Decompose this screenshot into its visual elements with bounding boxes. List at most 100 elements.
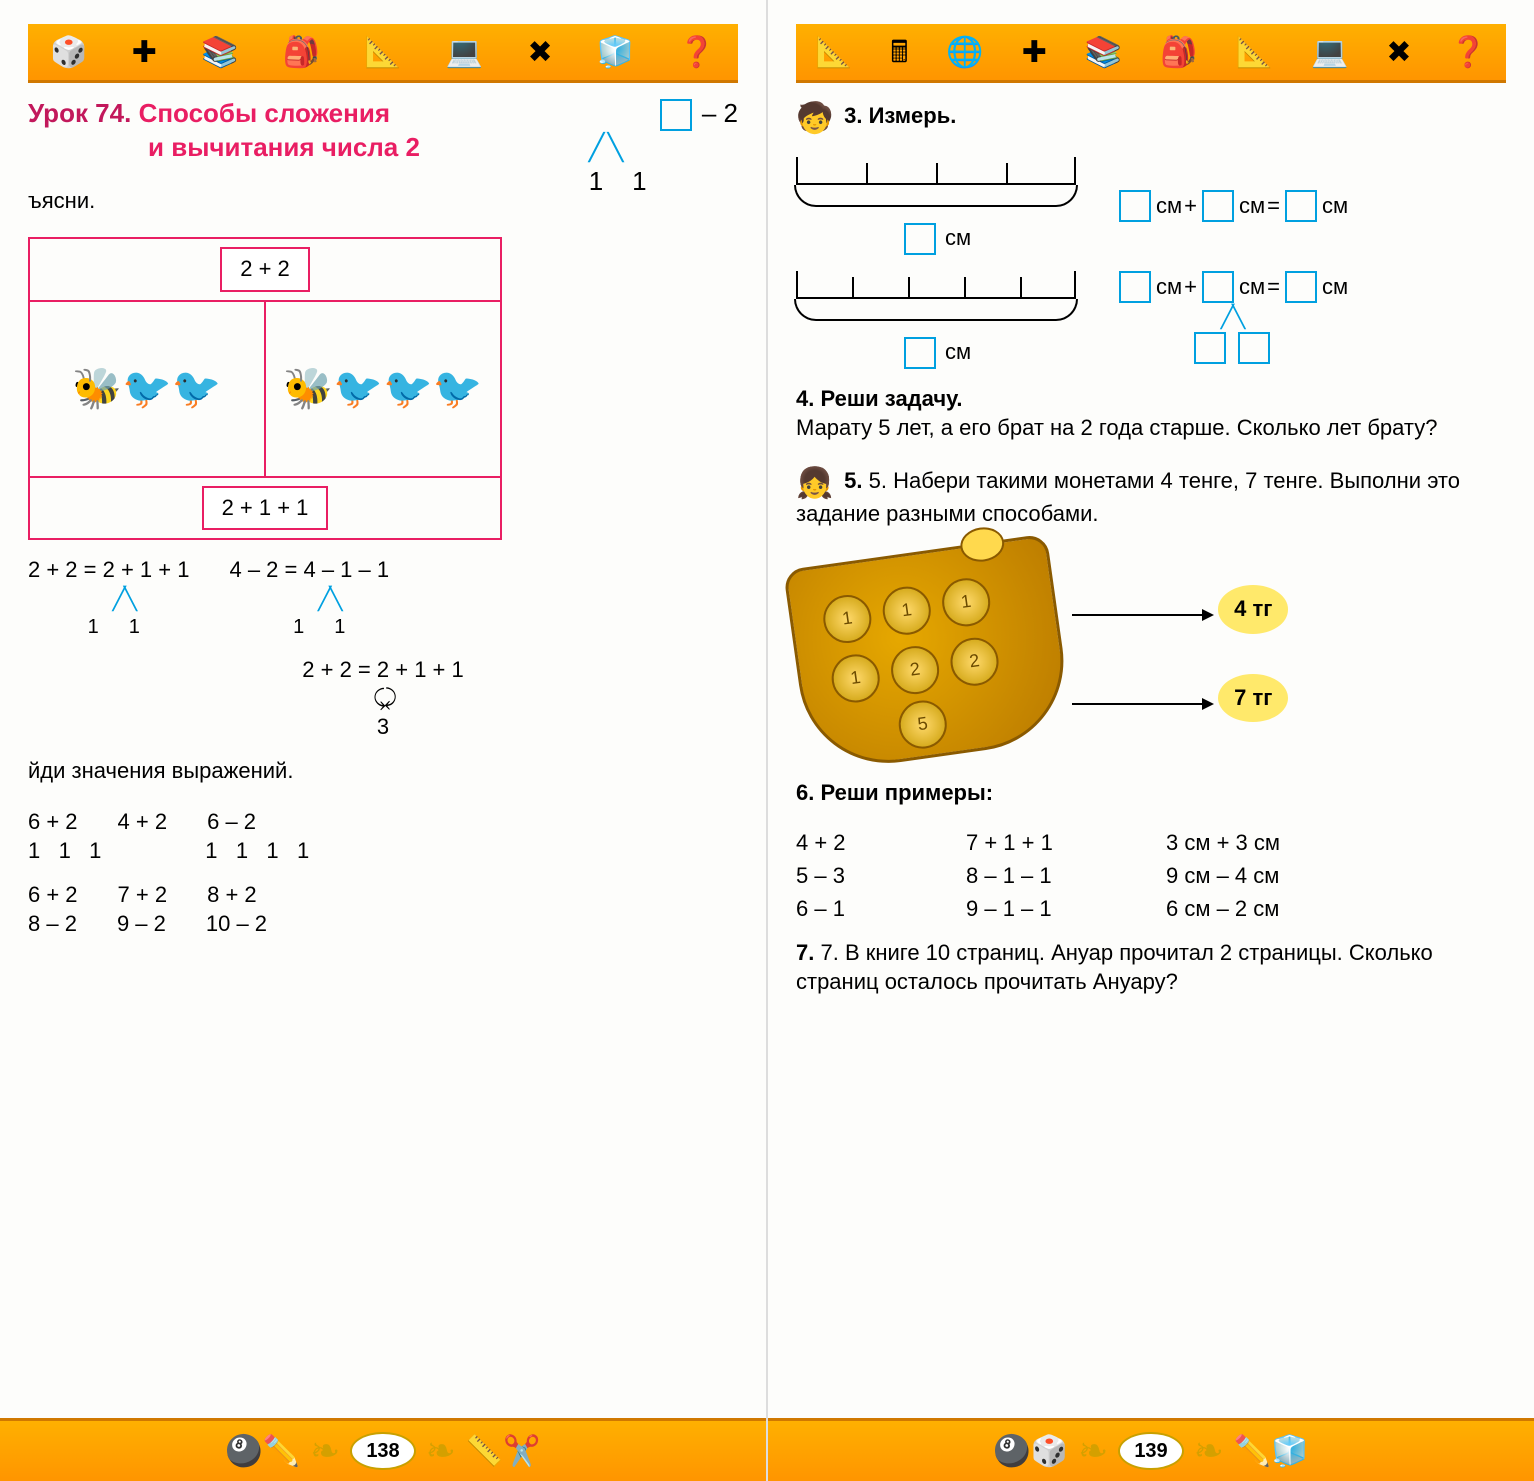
page-left: 🎲 ✚ 📚 🎒 📐 💻 ✖ 🧊 ❓ Урок 74. Способы сложе… (0, 0, 768, 1481)
spread: 🎲 ✚ 📚 🎒 📐 💻 ✖ 🧊 ❓ Урок 74. Способы сложе… (0, 0, 1534, 1481)
cell: 8 + 2 (207, 881, 257, 910)
deco-icon: ✚ (1022, 33, 1047, 72)
equation-left: 2 + 2 = 2 + 1 + 1 ╱╲ 1 1 (28, 556, 189, 639)
unit-cm: см (1322, 192, 1348, 221)
task-3: 🧒 3. Измерь. (796, 99, 1506, 135)
lesson-heading: Урок 74. Способы сложения – 2 и вычитани… (28, 97, 738, 165)
deco-icon: 🎲 (1031, 1432, 1068, 1471)
brace (794, 299, 1078, 321)
coin: 1 (820, 592, 874, 646)
measure-eq-1: см + см = см (1116, 157, 1348, 255)
unit-cm: см (1239, 192, 1265, 221)
deco-icon: 📐 (1236, 33, 1273, 72)
deco-icon: 💻 (1311, 33, 1348, 72)
task-7-text: 7. В книге 10 страниц. Ануар прочитал 2 … (796, 940, 1433, 994)
lesson-title-line1: Способы сложения (139, 98, 390, 128)
split-b: 1 (334, 614, 345, 640)
cell: 6 – 1 (796, 895, 926, 924)
blank-box (1238, 332, 1270, 364)
coin: 1 (880, 583, 934, 637)
lesson-title-line2: и вычитания числа 2 (148, 132, 420, 162)
split-caret: ╱ ╲ (589, 132, 622, 162)
split-caret: ╱╲ (1116, 303, 1348, 332)
deco-icon: 📏 (466, 1432, 503, 1471)
price-tag-4: 4 тг (1218, 585, 1288, 634)
blank-box (1202, 271, 1234, 303)
deco-icon: 💻 (446, 33, 483, 72)
deco-icon: 🎒 (1160, 33, 1197, 72)
lesson-number: Урок 74. (28, 98, 131, 128)
page-number: 138 (350, 1432, 415, 1470)
page-right: 📐 🖩 🌐 ✚ 📚 🎒 📐 💻 ✖ ❓ 🧒 3. Измерь. см (768, 0, 1534, 1481)
blank-box (904, 337, 936, 369)
plus-sign: + (1184, 273, 1197, 302)
deco-icon: 🧊 (1271, 1432, 1308, 1471)
cell: 9 – 1 – 1 (966, 895, 1126, 924)
eq-r: 4 – 2 = 4 – 1 – 1 (229, 556, 389, 585)
deco-icon: ❓ (1450, 33, 1487, 72)
ruler-ticks (796, 271, 1076, 299)
table-head: 2 + 2 (30, 239, 500, 300)
cell: 9 см – 4 см (1166, 862, 1279, 891)
deco-icon: 🎱 (225, 1432, 262, 1471)
bird-cell-left: 🐝 🐦🐦 (30, 300, 264, 478)
cell: 8 – 1 – 1 (966, 862, 1126, 891)
price-tag-7: 7 тг (1218, 674, 1288, 723)
table-foot: 2 + 1 + 1 (30, 478, 500, 539)
split-a: 1 (589, 166, 603, 196)
exercise-grid-2: 6 + 2 7 + 2 8 + 2 8 – 2 9 – 2 10 – 2 (28, 881, 738, 938)
coin: 1 (939, 575, 993, 629)
task-5-text: 5. Набери такими монетами 4 тенге, 7 тен… (796, 468, 1460, 526)
ex1b: 4 + 2 (118, 808, 168, 837)
blank-box (1285, 190, 1317, 222)
brace (794, 185, 1078, 207)
header-border-left: 🎲 ✚ 📚 🎒 📐 💻 ✖ 🧊 ❓ (28, 24, 738, 83)
deco-icon: 🎱 (993, 1432, 1030, 1471)
footer-right: 🎱 🎲 ❧ 139 ❧ ✏️ 🧊 (768, 1418, 1534, 1481)
blank-box (1285, 271, 1317, 303)
task-4-head: 4. Реши задачу. (796, 386, 963, 411)
purse-clasp (958, 524, 1006, 564)
split-b: 1 (129, 614, 140, 640)
blank-box (1202, 190, 1234, 222)
deco-icon: ✖ (1386, 33, 1411, 72)
ornament-icon: ❧ (426, 1428, 456, 1475)
task-4-body: Марату 5 лет, а его брат на 2 года старш… (796, 415, 1437, 440)
equation-row: 2 + 2 = 2 + 1 + 1 ╱╲ 1 1 4 – 2 = 4 – 1 –… (28, 556, 738, 639)
measure-line: см (796, 157, 1076, 255)
equation-mid: 2 + 2 = 2 + 1 + 1 ⤹ ⤸ 3 (28, 656, 738, 742)
child-icon: 🧒 (796, 99, 832, 135)
header-border-right: 📐 🖩 🌐 ✚ 📚 🎒 📐 💻 ✖ ❓ (796, 24, 1506, 83)
cell: 9 – 2 (117, 910, 166, 939)
ex1a: 6 + 2 (28, 808, 78, 837)
ornament-icon: ❧ (310, 1428, 340, 1475)
blank-box (1119, 271, 1151, 303)
ex1c: 6 – 2 (207, 808, 256, 837)
plus-sign: + (1184, 192, 1197, 221)
deco-icon: ✏️ (263, 1432, 300, 1471)
coin: 1 (829, 651, 883, 705)
task-3-title: 3. Измерь. (844, 103, 956, 128)
corner-expr: – 2 (702, 98, 738, 128)
bird-icon: 🐦🐦🐦 (333, 363, 482, 415)
box-top: 2 + 2 (220, 247, 310, 292)
unit-cm: см (945, 225, 971, 250)
blank-box (1119, 190, 1151, 222)
cell: 5 – 3 (796, 862, 926, 891)
blank-box (904, 223, 936, 255)
split-caret: ╱╲ (58, 585, 189, 614)
deco-icon: ✏️ (1234, 1432, 1271, 1471)
footer-left: 🎱 ✏️ ❧ 138 ❧ 📏 ✂️ (0, 1418, 766, 1481)
cell: 4 + 2 (796, 829, 926, 858)
blank-box (660, 99, 692, 131)
deco-icon: 🌐 (946, 33, 983, 72)
equals-sign: = (1267, 273, 1280, 302)
arrow-icon (1072, 614, 1212, 616)
arrow-icon (1072, 703, 1212, 705)
bee-icon: 🐝 (72, 363, 122, 415)
cell: 8 – 2 (28, 910, 77, 939)
exercise-row-1: 6 + 2 4 + 2 6 – 2 (28, 808, 738, 837)
unit-cm: см (1239, 273, 1265, 302)
task-6-grid: 4 + 2 7 + 1 + 1 3 см + 3 см 5 – 3 8 – 1 … (796, 829, 1506, 923)
blank-box (1194, 332, 1226, 364)
